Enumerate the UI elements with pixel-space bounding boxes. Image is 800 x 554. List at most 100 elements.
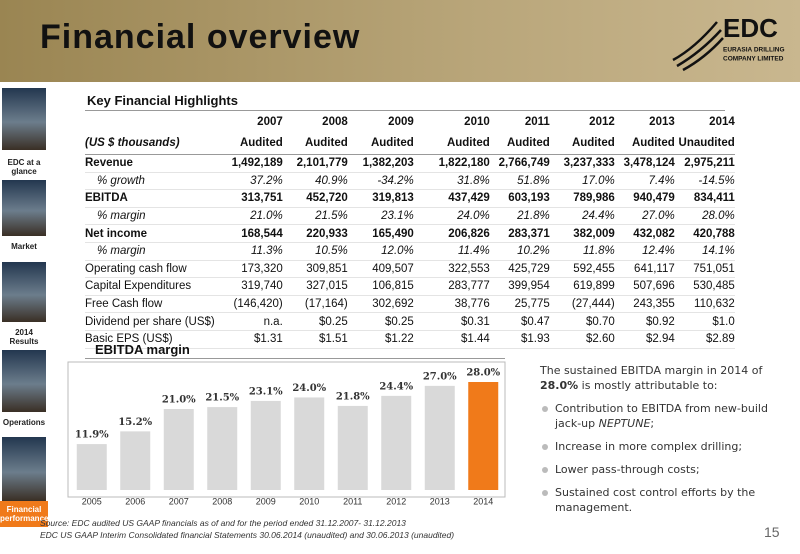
cell: 319,740: [214, 277, 283, 296]
row-label: Operating cash flow: [85, 260, 215, 279]
sidebar-item-active[interactable]: Financial performance: [0, 501, 48, 527]
value-label: 15.2%: [118, 417, 152, 428]
units-label: (US $ thousands): [85, 132, 215, 155]
chart-title: EBITDA margin: [95, 342, 190, 357]
cell: 437,429: [413, 189, 490, 208]
cell: $0.92: [614, 312, 675, 331]
cell: 399,954: [489, 277, 550, 296]
x-tick-label: 2008: [212, 496, 232, 506]
cell: 51.8%: [489, 172, 550, 191]
cell: 283,777: [413, 277, 490, 296]
bullet-list: Contribution to EBITDA from new-build ja…: [540, 401, 775, 515]
cell: $0.70: [549, 312, 615, 331]
cell: 751,051: [674, 260, 735, 279]
text: ;: [650, 417, 655, 430]
value-label: 28.0%: [466, 368, 500, 379]
year-header: 2007: [257, 116, 283, 128]
cell: 21.8%: [489, 207, 550, 226]
x-tick-label: 2010: [299, 496, 319, 506]
cell: 409,507: [347, 260, 414, 279]
cell: 319,813: [347, 189, 414, 208]
cell: 425,729: [489, 260, 550, 279]
cell: (27,444): [549, 295, 615, 314]
year-header: 2009: [388, 116, 414, 128]
value-label: 27.0%: [423, 371, 457, 382]
x-tick-label: 2005: [82, 496, 102, 506]
table-row: % margin 11.3% 10.5% 12.0% 11.4% 10.2% 11.8% 12…: [85, 242, 735, 261]
sidebar-photo: [2, 437, 46, 501]
table-row: % growth 37.2% 40.9% -34.2% 31.8% 51.8% 17.0% 7…: [85, 172, 735, 191]
bar: [120, 431, 151, 490]
logo-text: EURASIA DRILLING: [723, 47, 785, 54]
cell: 31.8%: [413, 172, 490, 191]
audit-status: Audited: [214, 132, 283, 155]
sidebar-photo: [2, 350, 46, 412]
cell: $1.93: [489, 330, 550, 349]
highlight: 28.0%: [540, 379, 579, 392]
table-row: Free Cash flow (146,420) (17,164) 302,692 38…: [85, 295, 735, 314]
sidebar-photo: [2, 88, 46, 150]
cell: 1,492,189: [214, 154, 283, 173]
cell: 940,479: [614, 189, 675, 208]
logo-swoosh: [672, 21, 724, 72]
financial-table: 2007 2008 2009 2010 2011 2012 2013 2014 (US $ th…: [85, 112, 735, 349]
cell: 327,015: [282, 277, 348, 296]
cell: 2,975,211: [674, 154, 735, 173]
header-row: (US $ thousands) Audited Audited Audited Aud…: [85, 132, 735, 155]
year-header: 2014: [709, 116, 735, 128]
x-tick-label: 2014: [473, 496, 493, 506]
x-tick-label: 2012: [386, 496, 406, 506]
cell: 10.2%: [489, 242, 550, 261]
cell: 309,851: [282, 260, 348, 279]
sidebar-photo: [2, 262, 46, 322]
row-label: Revenue: [85, 154, 215, 173]
cell: 1,382,203: [347, 154, 414, 173]
cell: 452,720: [282, 189, 348, 208]
cell: 382,009: [549, 224, 615, 243]
cell: 110,632: [674, 295, 735, 314]
bar: [76, 444, 107, 490]
sidebar-item[interactable]: 2014 Results: [9, 328, 39, 346]
cell: $0.31: [413, 312, 490, 331]
cell: 432,082: [614, 224, 675, 243]
cell: $1.51: [282, 330, 348, 349]
cell: 37.2%: [214, 172, 283, 191]
table-row: Basic EPS (US$) $1.31 $1.51 $1.22 $1.44 $1.93…: [85, 330, 735, 349]
logo: EDC EURASIA DRILLING COMPANY LIMITED: [672, 13, 785, 72]
row-label: Basic EPS (US$): [85, 330, 215, 349]
value-label: 24.4%: [379, 381, 413, 392]
table-row: EBITDA 313,751 452,720 319,813 437,429 603,19…: [85, 189, 735, 208]
chart: 11.9% 2005 15.2% 2006 21.0% 2007 21.5% 2008 23.1…: [67, 361, 506, 506]
sidebar-photo: [2, 180, 46, 236]
cell: $0.25: [282, 312, 348, 331]
cell: 322,553: [413, 260, 490, 279]
x-tick-label: 2007: [169, 496, 189, 506]
row-label: % margin: [85, 207, 215, 226]
cell: 25,775: [489, 295, 550, 314]
cell: $1.44: [413, 330, 490, 349]
cell: 38,776: [413, 295, 490, 314]
table-row: Net income 168,544 220,933 165,490 206,826 28…: [85, 224, 735, 243]
row-label: % margin: [85, 242, 215, 261]
sidebar-item[interactable]: Operations: [2, 418, 46, 427]
sidebar-item[interactable]: Market: [11, 242, 37, 251]
cell: 24.4%: [549, 207, 615, 226]
bullet: Lower pass-through costs;: [542, 462, 775, 477]
commentary: The sustained EBITDA margin in 2014 of 2…: [540, 363, 775, 523]
audit-status: Audited: [614, 132, 675, 155]
cell: $2.89: [674, 330, 735, 349]
cell: 283,371: [489, 224, 550, 243]
bar: [381, 395, 412, 490]
value-label: 21.5%: [205, 393, 239, 404]
sidebar-item[interactable]: EDC at a glance: [7, 158, 41, 176]
cell: 3,478,124: [614, 154, 675, 173]
row-label: Free Cash flow: [85, 295, 215, 314]
header-band: [0, 0, 800, 82]
page-number: 15: [764, 524, 780, 540]
cell: $1.0: [674, 312, 735, 331]
year-header: 2012: [589, 116, 615, 128]
row-label: Net income: [85, 224, 215, 243]
cell: 17.0%: [549, 172, 615, 191]
audit-status: Audited: [489, 132, 550, 155]
audit-status: Unaudited: [674, 132, 735, 155]
